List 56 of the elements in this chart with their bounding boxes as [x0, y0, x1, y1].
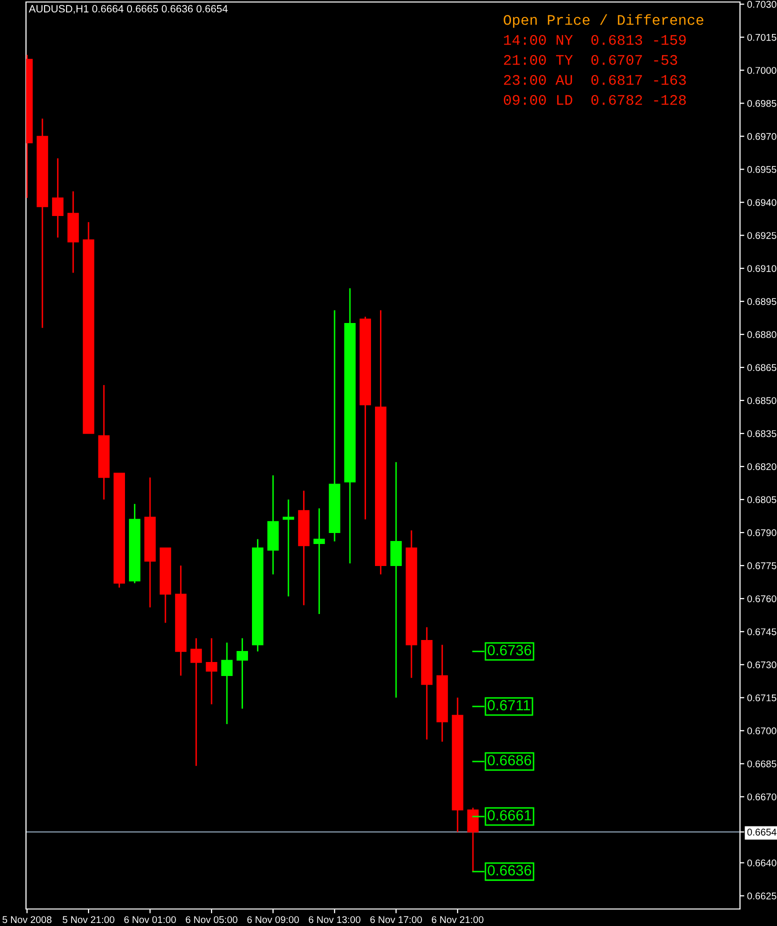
candlestick	[313, 508, 325, 615]
candlestick	[52, 158, 64, 238]
y-tick-label: 0.6805	[747, 496, 776, 504]
x-tick-label: 6 Nov 21:00	[432, 916, 484, 924]
candlestick	[190, 638, 202, 767]
y-tick-label: 0.6685	[747, 760, 776, 768]
y-tick-label: 0.6835	[747, 430, 776, 438]
annotation: 21:00 TY 0.6707 -53	[504, 55, 678, 65]
y-tick-label: 0.6970	[747, 133, 776, 140]
y-tick-label: 0.6715	[747, 694, 776, 702]
y-tick-label: 0.7015	[747, 34, 776, 41]
y-tick-label: 0.6670	[747, 793, 776, 800]
x-tick-label: 6 Nov 17:00	[370, 916, 422, 924]
chart-title: AUDUSD,H1 0.6664 0.6665 0.6636 0.6654	[28, 5, 228, 14]
ref-line-label: 0.6661	[488, 810, 532, 820]
candlestick	[236, 638, 248, 710]
candlestick	[467, 807, 479, 872]
y-tick-label: 0.6985	[747, 100, 776, 107]
candlestick	[206, 638, 218, 705]
y-tick-label: 0.6880	[747, 331, 776, 338]
y-tick-label: 0.6850	[747, 397, 776, 404]
y-tick-label: 0.6820	[747, 463, 776, 470]
y-tick-label: 0.6730	[747, 661, 776, 668]
candlestick	[221, 642, 233, 725]
y-tick-label: 0.6910	[747, 265, 776, 272]
x-tick-label: 6 Nov 01:00	[124, 916, 176, 924]
y-tick-label: 0.6865	[747, 364, 776, 372]
ref-line-label: 0.6686	[488, 755, 532, 766]
annotation: 23:00 AU 0.6817 -163	[504, 75, 686, 85]
y-tick-label: 0.6925	[747, 232, 776, 239]
x-tick-label: 5 Nov 21:00	[62, 916, 114, 924]
y-tick-label: 0.6654	[747, 828, 776, 836]
ref-line-label: 0.6736	[488, 645, 532, 656]
ref-line-label: 0.6636	[488, 865, 532, 876]
x-tick-label: 5 Nov 2008	[2, 916, 52, 924]
candlestick	[390, 461, 402, 698]
y-tick-label: 0.6895	[747, 298, 776, 306]
candlestick	[282, 498, 294, 598]
y-tick-label: 0.6775	[747, 562, 776, 570]
y-tick-label: 0.6745	[747, 628, 776, 636]
y-tick-label: 0.6640	[747, 860, 776, 866]
x-tick-label: 6 Nov 05:00	[186, 916, 238, 924]
x-tick-label: 6 Nov 13:00	[308, 916, 360, 924]
x-tick-label: 6 Nov 09:00	[247, 916, 299, 924]
y-tick-label: 0.7030	[747, 0, 776, 8]
annotation: 14:00 NY 0.6813 -159	[504, 35, 686, 45]
y-tick-label: 0.6760	[747, 595, 776, 602]
annotation: Open Price / Difference	[504, 14, 704, 28]
y-tick-label: 0.6700	[747, 727, 776, 734]
y-tick-label: 0.6955	[747, 166, 776, 173]
annotation: 09:00 LD 0.6782 -128	[504, 95, 686, 105]
y-tick-label: 0.6790	[747, 529, 776, 536]
y-tick-label: 0.6940	[747, 199, 776, 206]
ref-line-label: 0.6711	[488, 700, 530, 710]
y-tick-label: 0.6625	[747, 892, 776, 900]
y-tick-label: 0.7000	[747, 66, 776, 74]
